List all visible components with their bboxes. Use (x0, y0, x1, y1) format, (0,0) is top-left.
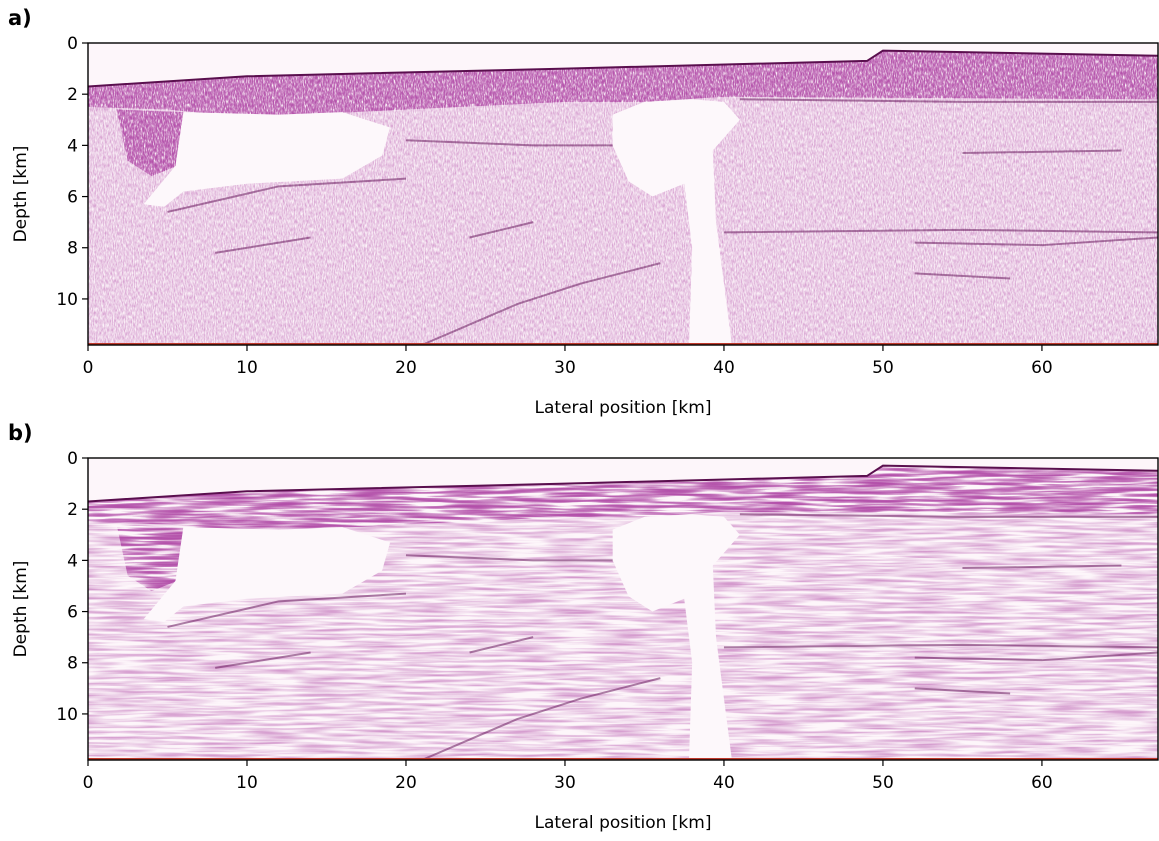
axes-frame (87, 42, 1159, 346)
y-tick-label: 6 (67, 603, 78, 623)
x-tick-label: 40 (713, 773, 735, 793)
reflector (405, 139, 613, 147)
x-tick-label: 30 (554, 773, 576, 793)
reflector (405, 554, 613, 562)
x-tick-label: 40 (713, 358, 735, 378)
reflector (215, 651, 311, 669)
seismic-image (88, 43, 1158, 345)
upper-sediments (88, 50, 1158, 118)
x-tick-label: 10 (236, 773, 258, 793)
y-tick-label: 0 (67, 449, 78, 469)
x-tick-label: 50 (872, 773, 894, 793)
panel-label: a) (8, 6, 32, 30)
reflector (723, 643, 1158, 649)
upper-sediments (88, 465, 1158, 533)
y-tick-label: 2 (67, 500, 78, 520)
reflector (469, 636, 534, 654)
x-axis-label: Lateral position [km] (535, 398, 712, 418)
y-axis-label: Depth [km] (11, 561, 31, 658)
axes-frame (87, 457, 1159, 761)
reflector (723, 228, 1158, 234)
seismic-image (88, 458, 1158, 760)
x-tick-label: 0 (83, 358, 94, 378)
reflector (469, 221, 534, 239)
x-tick-label: 60 (1031, 773, 1053, 793)
y-tick-label: 10 (56, 290, 78, 310)
x-tick-label: 20 (395, 773, 417, 793)
x-tick-label: 20 (395, 358, 417, 378)
x-tick-label: 60 (1031, 358, 1053, 378)
reflector (739, 513, 1158, 518)
y-tick-label: 4 (67, 136, 78, 156)
reflector (739, 98, 1158, 103)
y-tick-label: 2 (67, 85, 78, 105)
salt-dome (116, 524, 184, 592)
x-axis-label: Lateral position [km] (535, 813, 712, 833)
reflector (914, 651, 1158, 662)
reflector (421, 262, 661, 345)
seafloor (88, 464, 1158, 503)
reflector (914, 687, 1011, 695)
reflector (914, 236, 1158, 247)
x-tick-label: 10 (236, 358, 258, 378)
salt-dome (116, 109, 184, 177)
reflector (167, 177, 407, 213)
panel: 0 10 20 30 40 50 60 0 2 4 6 8 10 Lateral position [km… (8, 421, 1159, 833)
reflector (962, 149, 1122, 155)
salt-body (612, 514, 740, 760)
reflector (167, 592, 407, 628)
reflector (215, 236, 311, 254)
reflector (962, 564, 1122, 570)
salt-body (612, 99, 740, 345)
x-tick-label: 0 (83, 773, 94, 793)
salt-body (143, 527, 391, 622)
y-tick-label: 10 (56, 705, 78, 725)
y-tick-label: 4 (67, 551, 78, 571)
x-tick-label: 50 (872, 358, 894, 378)
salt-body (143, 112, 391, 207)
reflector (914, 272, 1011, 280)
y-tick-label: 8 (67, 239, 78, 259)
reflector (421, 677, 661, 760)
y-tick-label: 6 (67, 188, 78, 208)
y-tick-label: 8 (67, 654, 78, 674)
panel-label: b) (8, 421, 33, 445)
x-tick-label: 30 (554, 358, 576, 378)
panel: 0 10 20 30 40 50 60 0 2 4 6 8 10 Lateral position [km… (8, 6, 1159, 418)
y-axis-label: Depth [km] (11, 146, 31, 243)
y-tick-label: 0 (67, 34, 78, 54)
seafloor (88, 49, 1158, 88)
